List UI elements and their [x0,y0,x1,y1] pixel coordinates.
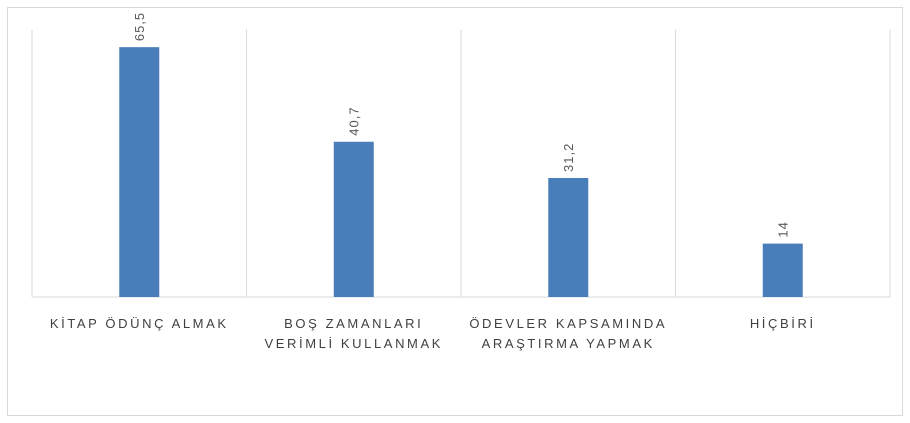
bar [762,243,803,297]
x-tick-label: BOŞ ZAMANLARI VERİMLİ KULLANMAK [264,316,444,351]
bar [548,177,589,297]
data-label: 31,2 [561,143,576,172]
data-label: 40,7 [347,106,362,135]
bar [333,141,374,297]
x-tick-label: ÖDEVLER KAPSAMINDA ARAŞTIRMA YAPMAK [469,316,668,351]
x-tick-label: HİÇBİRİ [749,316,816,331]
data-label: 65,5 [132,12,147,41]
x-tick-label: KİTAP ÖDÜNÇ ALMAK [49,316,229,331]
data-label: 14 [776,221,791,237]
bar [119,47,160,297]
